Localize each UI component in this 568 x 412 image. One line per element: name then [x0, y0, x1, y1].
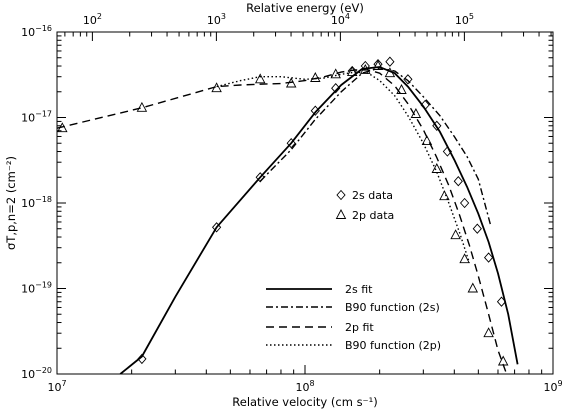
data-point-2p-data [450, 229, 461, 240]
top-axis-label: Relative energy (eV) [246, 1, 364, 15]
series-line-2s-fit [119, 66, 519, 374]
y-tick-label: 10−17 [21, 110, 52, 125]
data-point-2p-data [136, 101, 148, 112]
data-point-2s-data [310, 105, 320, 116]
top-tick-label: 104 [331, 12, 350, 27]
top-tick-label: 105 [455, 12, 474, 27]
plot-frame [56, 31, 554, 375]
y-tick-label: 10−18 [21, 195, 52, 210]
data-point-2p-data [254, 73, 266, 84]
data-point-2s-data [403, 74, 413, 85]
y-tick-label: 10−19 [21, 281, 52, 296]
legend: 2s data 2p data 2s fit B90 function (2s) 2p … [266, 189, 441, 352]
legend-label: B90 function (2s) [345, 301, 440, 314]
data-point-2s-data [459, 197, 470, 209]
legend-marker-triangle [335, 209, 347, 219]
legend-marker-diamond [336, 189, 346, 201]
y-axis-label: σT,p,n=2 (cm⁻²) [4, 156, 18, 250]
series-line-b90-function-2p [216, 71, 471, 264]
data-point-2p-data [459, 253, 470, 264]
x-axis-label: Relative velocity (cm s⁻¹) [232, 395, 377, 409]
data-point-2s-data [472, 223, 482, 234]
y-tick-label: 10−20 [21, 366, 52, 381]
tick-labels: 107 108 109 10−20 10−19 10−18 10−17 10−16 102 103… [21, 12, 562, 394]
axis-ticks [56, 32, 554, 375]
series-line-2p-fit [57, 69, 508, 374]
data-point-2p-data [396, 84, 407, 94]
y-tick-label: 10−16 [21, 24, 52, 39]
x-tick-label: 107 [47, 379, 66, 394]
top-tick-label: 103 [207, 12, 226, 27]
data-point-2p-data [483, 327, 494, 338]
x-tick-label: 109 [543, 379, 562, 394]
plot-content [57, 56, 519, 374]
data-point-2s-data [453, 176, 463, 187]
legend-label: 2p data [352, 209, 394, 222]
legend-label: 2s data [352, 189, 393, 202]
data-point-2p-data [439, 190, 450, 201]
legend-label: 2p fit [345, 321, 374, 334]
data-point-2s-data [483, 252, 494, 263]
top-tick-label: 102 [83, 12, 102, 27]
x-tick-label: 108 [295, 379, 314, 394]
legend-label: B90 function (2p) [345, 339, 441, 352]
data-point-2s-data [385, 56, 395, 67]
series-line-b90-function-2s [259, 67, 492, 226]
legend-label: 2s fit [345, 283, 373, 296]
data-point-2p-data [467, 282, 479, 293]
data-point-2s-data [137, 353, 147, 365]
